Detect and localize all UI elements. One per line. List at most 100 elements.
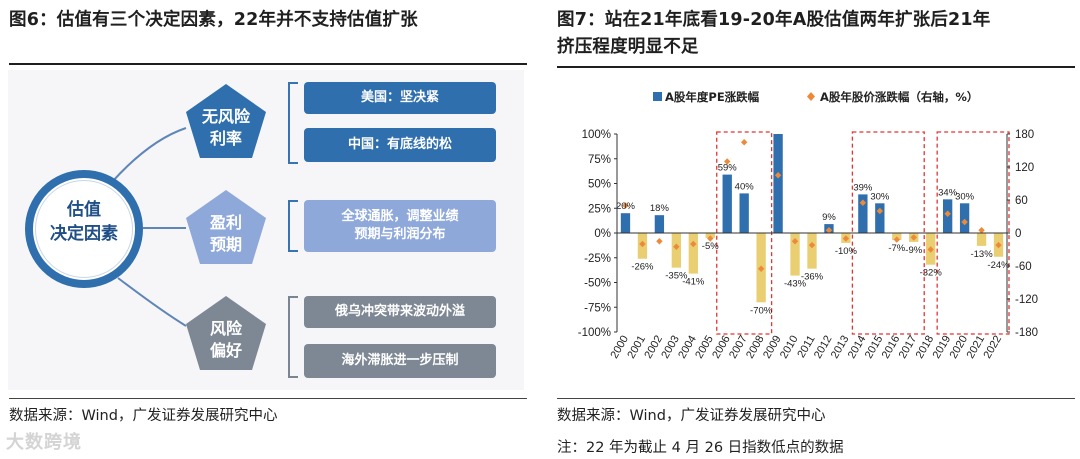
factor-risk-label: 风险 偏好: [186, 318, 266, 362]
pentagon-rate: [186, 84, 266, 158]
connector-rate: [111, 127, 187, 183]
x-tick-label-2010: 2010: [778, 334, 801, 361]
price-marker-2018: [927, 246, 934, 253]
left-figure-title: 图6：估值有三个决定因素，22年并不支持估值扩张: [9, 10, 418, 30]
price-marker-2008: [757, 265, 765, 272]
bar-label-2011: -36%: [801, 272, 824, 283]
box-us-policy: 美国：坚决紧: [304, 82, 496, 114]
factor-rate-label: 无风险 利率: [186, 106, 266, 150]
pe-bar-2003: [671, 233, 682, 268]
left-tick-label-2: 50%: [588, 179, 611, 191]
factor-rate-line2: 利率: [209, 129, 242, 148]
pe-bar-2014: [858, 194, 868, 233]
pe-bar-2004: [688, 233, 698, 274]
bar-label-2005: -5%: [702, 241, 719, 252]
center-circle-label: 估值 决定因素: [25, 198, 143, 246]
price-marker-2019: [944, 210, 951, 217]
bar-label-2017: -9%: [905, 245, 922, 256]
bar-label-2012: 9%: [822, 212, 836, 223]
factor-earnings-line2: 预期: [209, 235, 242, 254]
pe-bar-2011: [807, 233, 817, 269]
bar-label-2002: 18%: [650, 203, 670, 214]
pentagon-risk: [186, 296, 266, 370]
pe-bar-2000: [620, 213, 631, 233]
price-marker-2002: [656, 238, 663, 245]
left-tick-label-7: -75%: [584, 302, 611, 314]
bracket-earnings: [288, 200, 298, 252]
price-marker-2000: [622, 202, 629, 209]
bar-value-labels: 20% -26% 18% -35%-41% -5% 59% 40% -70% -43%-36% 9…: [616, 163, 1010, 317]
left-source-rule: [9, 398, 527, 399]
bar-label-2022: -24%: [987, 260, 1010, 271]
right-tick-label-1: 120: [1015, 162, 1034, 174]
factor-risk-line1: 风险: [209, 319, 242, 338]
left-source: 数据来源：Wind，广发证券发展研究中心: [9, 408, 278, 424]
right-tick-label-4: -60: [1015, 261, 1032, 273]
bar-label-2013: -10%: [835, 246, 858, 257]
watermark: 大数跨境: [6, 432, 82, 453]
bar-label-2015: 30%: [870, 191, 890, 202]
price-marker-2020: [961, 218, 968, 226]
price-marker-2011: [808, 241, 816, 249]
factor-earnings-label: 盈利 预期: [186, 212, 266, 256]
right-tick-label-2: 60: [1015, 195, 1028, 207]
bar-label-2008: -70%: [750, 305, 773, 316]
right-source: 数据来源：Wind，广发证券发展研究中心: [557, 408, 826, 424]
right-tick-label-6: -180: [1015, 327, 1038, 339]
pe-bar-2009: [773, 134, 783, 233]
bar-label-2019: 34%: [938, 187, 958, 198]
pe-bar-2020: [959, 203, 970, 233]
box-stagflation: 海外滞胀进一步压制: [304, 344, 496, 378]
legend-swatch-price: [807, 92, 815, 101]
highlight-box-1: [851, 131, 925, 335]
diagram-connectors: [111, 84, 266, 370]
price-marker-2017: [910, 234, 917, 241]
right-tick-label-3: 0: [1015, 228, 1021, 240]
center-circle-inner: [35, 180, 133, 278]
pe-bar-2002: [654, 215, 665, 233]
pe-bar-2006: [722, 174, 732, 233]
factor-earnings-line1: 盈利: [209, 213, 242, 232]
highlight-box-2: [936, 131, 1010, 335]
price-marker-2016: [893, 236, 900, 243]
right-figure-title-line1: 图7：站在21年底看19-20年A股估值两年扩张后21年: [557, 10, 991, 30]
right-note: 注：22 年为截止 4 月 26 日指数低点的数据: [557, 440, 844, 456]
factor-risk-line2: 偏好: [209, 341, 242, 360]
price-marker-2006: [724, 158, 731, 165]
price-marker-2014: [859, 199, 867, 206]
bar-label-2020: 30%: [955, 191, 975, 202]
right-figure-title-line2: 挤压程度明显不足: [557, 37, 699, 57]
bracket-risk: [288, 296, 298, 378]
center-label-line2: 决定因素: [50, 224, 118, 244]
bar-label-2010: -43%: [784, 279, 807, 290]
left-tick-label-0: 100%: [582, 129, 611, 141]
right-tick-label-0: 180: [1015, 129, 1034, 141]
legend-swatch-pe: [653, 92, 662, 101]
pe-bar-2021: [976, 233, 987, 246]
price-marker-2022: [995, 241, 1002, 249]
bracket-rate: [288, 82, 298, 164]
bar-label-2006: 59%: [718, 163, 738, 174]
bar-label-2001: -26%: [631, 262, 654, 273]
box-earnings: 全球通胀，调整业绩 预期与利润分布: [304, 200, 496, 252]
left-tick-label-5: -25%: [584, 253, 611, 265]
right-tick-label-5: -120: [1015, 294, 1038, 306]
price-marker-2007: [740, 139, 748, 146]
bar-label-2016: -7%: [888, 243, 905, 254]
right-source-rule: [557, 398, 1075, 399]
price-marker-2012: [825, 227, 833, 234]
bar-label-2000: 20%: [616, 201, 636, 212]
left-title-rule: [9, 63, 527, 65]
price-marker-2005: [707, 235, 714, 242]
price-marker-2010: [791, 238, 799, 245]
bar-label-2014: 39%: [853, 182, 873, 193]
pe-bar-2015: [875, 203, 885, 233]
pentagon-earnings: [186, 190, 266, 264]
connector-risk: [117, 277, 187, 327]
legend-label-pe: A股年度PE涨跌幅: [665, 90, 760, 104]
box-china-policy: 中国：有底线的松: [304, 128, 496, 162]
price-marker-2021: [978, 227, 985, 234]
box-conflict: 俄乌冲突带来波动外溢: [304, 296, 496, 328]
bar-label-2004: -41%: [682, 277, 705, 288]
pe-bar-2010: [790, 233, 800, 276]
